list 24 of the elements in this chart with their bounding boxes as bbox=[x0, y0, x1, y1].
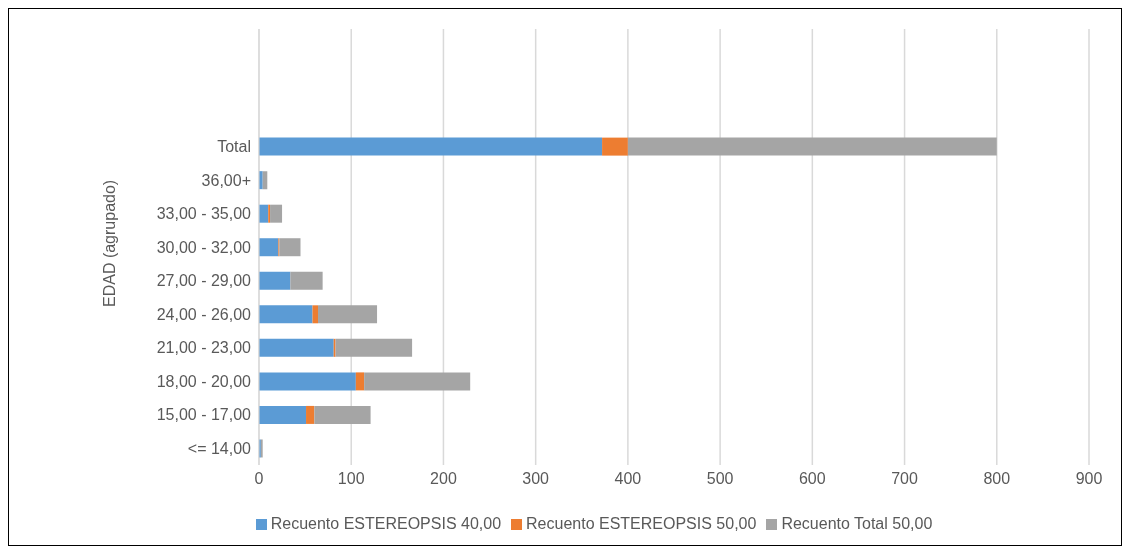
x-tick-label: 400 bbox=[614, 470, 642, 488]
x-tick-label: 700 bbox=[891, 470, 918, 488]
x-tick-label: 500 bbox=[706, 470, 734, 488]
y-tick-label: 15,00 - 17,00 bbox=[156, 406, 252, 424]
y-tick-label: 36,00+ bbox=[201, 171, 251, 189]
y-tick-label: 30,00 - 32,00 bbox=[156, 238, 252, 256]
y-axis-title: EDAD (agrupado) bbox=[100, 179, 118, 307]
x-tick-label: 600 bbox=[798, 470, 826, 488]
x-tick-label: 900 bbox=[1075, 470, 1103, 488]
y-tick-label: Total bbox=[217, 138, 251, 156]
x-tick-label: 200 bbox=[430, 470, 457, 488]
legend-label: Recuento ESTEREOPSIS 40,00 bbox=[270, 515, 502, 532]
legend-label: Recuento ESTEREOPSIS 50,00 bbox=[526, 515, 757, 532]
y-tick-label: 18,00 - 20,00 bbox=[156, 372, 252, 390]
x-tick-label: 300 bbox=[522, 470, 550, 488]
y-tick-label: 21,00 - 23,00 bbox=[156, 339, 252, 357]
y-tick-label: <= 14,00 bbox=[187, 439, 252, 457]
y-tick-label: 24,00 - 26,00 bbox=[156, 305, 252, 323]
y-tick-label: 27,00 - 29,00 bbox=[156, 272, 252, 290]
x-tick-label: 800 bbox=[983, 470, 1011, 488]
legend-label: Recuento Total 50,00 bbox=[781, 515, 933, 532]
x-tick-label: 100 bbox=[337, 470, 365, 488]
x-tick-label: 0 bbox=[254, 470, 264, 488]
y-tick-label: 33,00 - 35,00 bbox=[156, 205, 252, 223]
